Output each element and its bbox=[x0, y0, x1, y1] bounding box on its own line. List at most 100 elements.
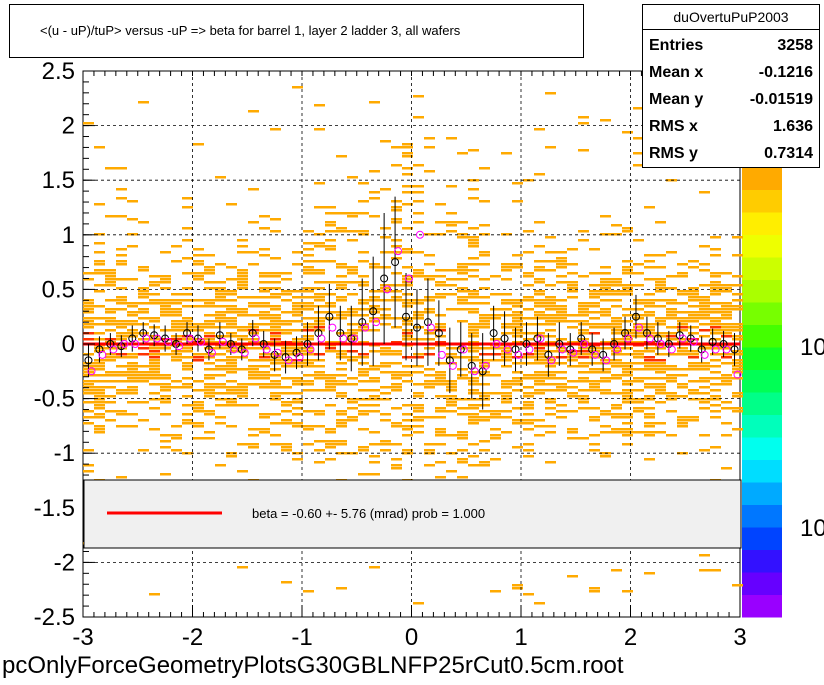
histogram-cell bbox=[655, 254, 666, 257]
histogram-cell bbox=[171, 311, 182, 314]
histogram-cell bbox=[171, 356, 182, 359]
histogram-cell bbox=[402, 404, 413, 407]
histogram-cell bbox=[534, 245, 545, 248]
histogram-cell bbox=[193, 359, 204, 362]
histogram-cell bbox=[138, 290, 149, 293]
histogram-cell bbox=[655, 365, 666, 368]
histogram-cell bbox=[226, 401, 237, 404]
histogram-cell bbox=[424, 449, 435, 452]
histogram-cell bbox=[644, 434, 655, 437]
histogram-cell bbox=[193, 299, 204, 302]
histogram-cell bbox=[303, 410, 314, 413]
profile-point-alt bbox=[569, 348, 578, 357]
histogram-cell bbox=[303, 242, 314, 245]
histogram-cell bbox=[534, 602, 545, 605]
histogram-cell bbox=[611, 341, 622, 344]
histogram-cell bbox=[633, 332, 644, 335]
histogram-cell bbox=[490, 314, 501, 317]
histogram-cell bbox=[721, 335, 732, 338]
histogram-cell bbox=[105, 281, 116, 284]
histogram-cell bbox=[699, 311, 710, 314]
histogram-cell bbox=[391, 353, 402, 356]
histogram-cell bbox=[127, 362, 138, 365]
histogram-cell bbox=[699, 296, 710, 299]
histogram-cell bbox=[567, 326, 578, 329]
histogram-cell bbox=[512, 323, 523, 326]
profile-point-alt bbox=[689, 337, 698, 346]
histogram-cell bbox=[468, 302, 479, 305]
histogram-cell bbox=[710, 329, 721, 332]
histogram-cell bbox=[534, 269, 545, 272]
histogram-cell bbox=[578, 323, 589, 326]
histogram-cell bbox=[666, 287, 677, 290]
histogram-cell bbox=[226, 350, 237, 353]
histogram-cell bbox=[732, 362, 743, 365]
histogram-cell bbox=[325, 293, 336, 296]
histogram-cell bbox=[325, 341, 336, 344]
histogram-cell bbox=[193, 422, 204, 425]
histogram-cell bbox=[369, 308, 380, 311]
colorbar-segment bbox=[742, 212, 782, 235]
histogram-cell bbox=[523, 413, 534, 416]
histogram-cell bbox=[204, 377, 215, 380]
histogram-cell bbox=[644, 332, 655, 335]
histogram-cell bbox=[391, 317, 402, 320]
histogram-cell bbox=[732, 392, 743, 395]
histogram-cell bbox=[677, 347, 688, 350]
plot-title: <(u - uP)/tuP> versus -uP => beta for ba… bbox=[40, 23, 461, 38]
profile-point-alt bbox=[634, 323, 643, 332]
histogram-cell bbox=[446, 224, 457, 227]
histogram-cell bbox=[336, 284, 347, 287]
histogram-cell bbox=[336, 356, 347, 359]
histogram-cell bbox=[215, 422, 226, 425]
x-tick-label: -3 bbox=[72, 624, 93, 651]
histogram-cell bbox=[622, 371, 633, 374]
histogram-cell bbox=[578, 350, 589, 353]
histogram-cell bbox=[545, 341, 556, 344]
histogram-cell bbox=[259, 347, 270, 350]
histogram-cell bbox=[688, 311, 699, 314]
histogram-cell bbox=[644, 278, 655, 281]
histogram-cell bbox=[226, 398, 237, 401]
histogram-cell bbox=[270, 317, 281, 320]
histogram-cell bbox=[160, 398, 171, 401]
histogram-cell bbox=[435, 203, 446, 206]
histogram-cell bbox=[160, 311, 171, 314]
histogram-cell bbox=[215, 317, 226, 320]
histogram-cell bbox=[127, 233, 138, 236]
histogram-cell bbox=[314, 206, 325, 209]
histogram-cell bbox=[468, 296, 479, 299]
histogram-cell bbox=[281, 401, 292, 404]
histogram-cell bbox=[83, 305, 94, 308]
histogram-cell bbox=[446, 212, 457, 215]
histogram-cell bbox=[204, 281, 215, 284]
histogram-cell bbox=[314, 296, 325, 299]
histogram-cell bbox=[325, 245, 336, 248]
histogram-cell bbox=[303, 389, 314, 392]
histogram-cell bbox=[523, 455, 534, 458]
histogram-cell bbox=[457, 398, 468, 401]
histogram-cell bbox=[512, 326, 523, 329]
histogram-cell bbox=[699, 302, 710, 305]
histogram-cell bbox=[699, 434, 710, 437]
histogram-cell bbox=[479, 320, 490, 323]
histogram-cell bbox=[215, 359, 226, 362]
histogram-cell bbox=[457, 152, 468, 155]
histogram-cell bbox=[149, 371, 160, 374]
histogram-cell bbox=[292, 458, 303, 461]
histogram-cell bbox=[94, 395, 105, 398]
histogram-cell bbox=[644, 386, 655, 389]
histogram-cell bbox=[457, 356, 468, 359]
file-name-caption: pcOnlyForceGeometryPlotsG30GBLNFP25rCut0… bbox=[2, 652, 624, 679]
histogram-cell bbox=[655, 320, 666, 323]
histogram-cell bbox=[622, 590, 633, 593]
histogram-cell bbox=[666, 398, 677, 401]
histogram-cell bbox=[314, 281, 325, 284]
histogram-cell bbox=[655, 392, 666, 395]
histogram-cell bbox=[237, 350, 248, 353]
histogram-cell bbox=[160, 389, 171, 392]
histogram-cell bbox=[391, 206, 402, 209]
histogram-cell bbox=[83, 326, 94, 329]
histogram-cell bbox=[215, 398, 226, 401]
histogram-cell bbox=[435, 428, 446, 431]
